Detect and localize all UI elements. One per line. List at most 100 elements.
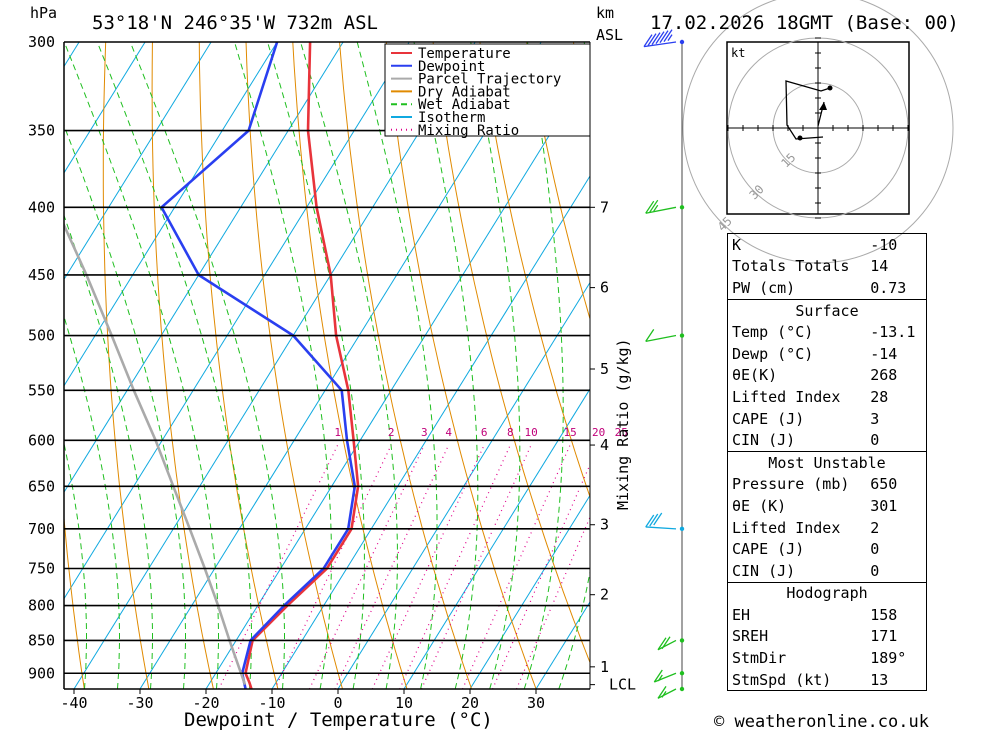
dry-adiabat-line (0, 42, 20, 689)
wet-adiabat-line (300, 42, 398, 689)
pressure-tick-label: 900 (28, 664, 55, 682)
index-row: PW (cm) 0.73 (728, 277, 927, 299)
km-tick-label: 1 (600, 658, 609, 676)
index-value: 189° (870, 649, 907, 668)
isotherm-line (205, 68, 590, 689)
dry-adiabat-line (245, 42, 343, 689)
isotherm-line (403, 388, 590, 689)
index-value: 268 (870, 366, 898, 385)
dry-adiabat-line (385, 42, 537, 689)
index-value: 2 (870, 518, 880, 537)
x-tick-label: -10 (258, 694, 285, 712)
section-title-text: Most Unstable (727, 450, 927, 474)
index-row: Totals Totals 14 (728, 256, 927, 278)
mixing-ratio-line (461, 444, 571, 689)
index-section-title: Hodograph (727, 581, 927, 605)
index-value: 14 (870, 257, 889, 276)
index-row: Pressure (mb) 650 (728, 474, 927, 496)
x-tick-label: 0 (333, 694, 342, 712)
wind-barb-flag (645, 200, 655, 214)
legend-entry: Mixing Ratio (418, 123, 519, 139)
mixing-ratio-label: 6 (481, 426, 488, 439)
wind-barb (645, 199, 677, 214)
wet-adiabat-line (234, 42, 332, 689)
index-label: CIN (J) (732, 431, 796, 450)
wind-barb-half (657, 674, 663, 682)
mixing-ratio-label: 25 (615, 426, 628, 439)
isotherm-line (271, 175, 590, 689)
wind-barb-shaft (657, 688, 677, 699)
index-value: -14 (870, 344, 898, 363)
hodograph-surface-dot (797, 135, 803, 141)
index-label: CAPE (J) (732, 409, 805, 428)
wind-barb-half (661, 690, 667, 698)
legend-entry: Wet Adiabat (418, 97, 511, 113)
mixing-ratio-label: 4 (445, 426, 452, 439)
temperature-series (244, 42, 360, 689)
km-tick-label: 5 (600, 360, 609, 378)
axis-labels: 300350400450500550600650700750800850900-… (28, 33, 636, 712)
wet-adiabat-line (64, 42, 219, 689)
index-section-title: Most Unstable (727, 450, 927, 474)
pressure-tick-label: 700 (28, 520, 55, 538)
dry-adiabat-line (292, 42, 408, 689)
pressure-tick-label: 500 (28, 327, 55, 345)
x-tick-label: -30 (126, 694, 153, 712)
wind-barb-flag (655, 31, 665, 45)
x-tick-label: 20 (461, 694, 479, 712)
index-row: Lifted Index 28 (728, 386, 927, 408)
km-tick-label: 4 (600, 436, 609, 454)
dry-adiabat-line (526, 42, 590, 321)
index-label: Totals Totals (732, 257, 850, 276)
pressure-tick-label: 400 (28, 198, 55, 216)
hodograph-unit-label: kt (731, 46, 745, 60)
axes (63, 41, 595, 694)
wind-barb-flag (649, 199, 659, 213)
index-label: Temp (°C) (732, 323, 814, 342)
mixing-ratio-axis-title: Mixing Ratio (g/kg) (614, 338, 632, 510)
mixing-ratio-label: 20 (592, 426, 605, 439)
index-value: 13 (870, 670, 889, 689)
km-tick-label: 7 (600, 198, 609, 216)
wind-barb-flag (651, 32, 661, 46)
km-tick-label: 6 (600, 279, 609, 297)
index-row: Lifted Index 2 (728, 517, 927, 539)
section-title-text: Surface (727, 298, 927, 322)
hodograph-ring-label: 45 (715, 214, 735, 234)
isotherm-line (64, 42, 146, 174)
legend-entry: Parcel Trajectory (418, 72, 561, 88)
wind-level-dot (679, 638, 685, 643)
index-value: 0 (870, 431, 880, 450)
index-label: EH (732, 605, 751, 624)
wind-barb-half (667, 34, 673, 42)
hodograph-top-dot (827, 85, 833, 91)
pressure-tick-label: 550 (28, 381, 55, 399)
pressure-tick-label: 350 (28, 122, 55, 140)
wind-barb-flag (659, 30, 669, 44)
x-tick-label: -20 (192, 694, 219, 712)
wind-level-dot (679, 686, 685, 692)
index-label: SREH (732, 627, 769, 646)
dry-adiabat-line (432, 42, 590, 664)
index-label: StmDir (732, 649, 787, 668)
pressure-tick-label: 800 (28, 597, 55, 615)
legend-entry: Temperature (418, 46, 511, 62)
index-row: K -10 (728, 234, 927, 256)
index-value: 158 (870, 605, 898, 624)
index-value: 0.73 (870, 278, 907, 297)
index-row: SREH 171 (728, 626, 927, 648)
index-row: θE (K) 301 (728, 495, 927, 517)
wind-barb-shaft (657, 639, 677, 651)
dry-adiabat-line (339, 42, 473, 689)
index-row: CAPE (J) 3 (728, 408, 927, 430)
location-title: 53°18'N 246°35'W 732m ASL (92, 12, 378, 34)
index-row: Dewp (°C) -14 (728, 343, 927, 365)
mixing-ratio-label: 2 (388, 426, 395, 439)
datetime-title: 17.02.2026 18GMT (Base: 00) (650, 12, 959, 34)
index-row: Temp (°C) -13.1 (728, 321, 927, 343)
isotherm-line (64, 42, 278, 387)
wind-barb-flag (645, 514, 655, 528)
mixing-ratio-label: 8 (507, 426, 514, 439)
wet-adiabat-line (129, 42, 285, 689)
